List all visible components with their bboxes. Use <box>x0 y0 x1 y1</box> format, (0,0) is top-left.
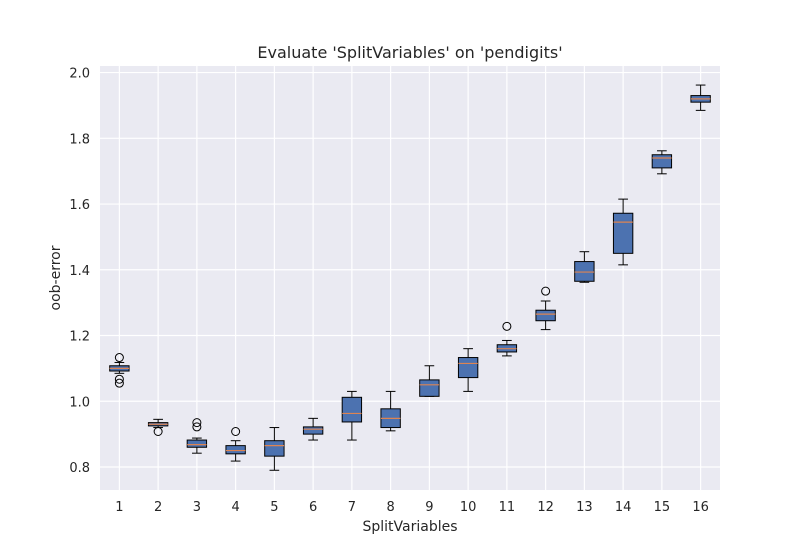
flier-2-0 <box>153 426 163 436</box>
x-tick-label-2: 2 <box>154 500 162 515</box>
grid-lines <box>100 66 720 490</box>
box-8 <box>380 390 401 432</box>
x-tick-label-11: 11 <box>499 500 516 515</box>
x-tick-label-5: 5 <box>270 500 278 515</box>
y-tick-label-3: 1.4 <box>69 264 90 279</box>
flier-3-0 <box>192 418 202 428</box>
y-tick-label-2: 1.2 <box>69 330 90 345</box>
box-body-10 <box>457 357 479 379</box>
flier-11-0 <box>502 321 512 331</box>
y-tick-label-4: 1.6 <box>69 198 90 213</box>
box-14 <box>612 198 634 266</box>
x-tick-label-8: 8 <box>386 500 394 515</box>
x-tick-labels: 1 2 3 4 5 6 7 8 9 10 11 12 13 14 15 16 <box>115 500 709 515</box>
box-2 <box>147 418 169 436</box>
x-tick-label-4: 4 <box>231 500 239 515</box>
box-body-14 <box>612 212 634 254</box>
box-body-5 <box>264 440 285 457</box>
box-9 <box>419 365 440 397</box>
box-body-12 <box>535 309 556 322</box>
flier-1-0 <box>114 353 124 363</box>
x-tick-label-15: 15 <box>654 500 671 515</box>
box-body-13 <box>574 261 595 282</box>
flier-1-2 <box>114 378 124 388</box>
box-11 <box>496 321 518 357</box>
box-body-15 <box>651 154 673 169</box>
box-3 <box>186 418 208 454</box>
box-13 <box>574 251 595 283</box>
x-tick-label-12: 12 <box>537 500 554 515</box>
box-15 <box>651 150 673 175</box>
box-body-6 <box>302 426 324 435</box>
box-10 <box>457 348 479 392</box>
box-7 <box>341 390 363 441</box>
box-4 <box>225 426 246 462</box>
y-tick-labels: 0.8 1.0 1.2 1.4 1.6 1.8 2.0 <box>69 67 90 476</box>
box-12 <box>535 286 556 331</box>
x-tick-label-10: 10 <box>460 500 477 515</box>
box-body-4 <box>225 445 246 455</box>
y-axis-label: oob-error <box>48 245 64 310</box>
flier-1-1 <box>114 374 124 384</box>
x-tick-label-3: 3 <box>193 500 201 515</box>
x-tick-label-13: 13 <box>576 500 593 515</box>
flier-12-0 <box>541 286 551 296</box>
x-tick-label-7: 7 <box>348 500 356 515</box>
x-axis-label: SplitVariables <box>362 519 457 535</box>
flier-3-1 <box>192 422 202 432</box>
box-body-9 <box>419 379 440 397</box>
x-tick-label-9: 9 <box>425 500 433 515</box>
box-5 <box>264 427 285 471</box>
y-tick-label-5: 1.8 <box>69 132 90 147</box>
flier-4-0 <box>231 426 241 436</box>
box-1 <box>109 353 130 388</box>
box-6 <box>302 417 324 441</box>
chart-title: Evaluate 'SplitVariables' on 'pendigits' <box>257 43 562 62</box>
x-tick-label-14: 14 <box>615 500 632 515</box>
box-body-7 <box>341 396 363 423</box>
y-tick-label-0: 0.8 <box>69 461 90 476</box>
x-tick-label-1: 1 <box>115 500 123 515</box>
x-tick-label-6: 6 <box>309 500 317 515</box>
box-body-3 <box>186 439 208 448</box>
y-tick-label-6: 2.0 <box>69 67 90 82</box>
box-16 <box>690 84 711 111</box>
plot-area <box>100 66 720 490</box>
y-tick-label-1: 1.0 <box>69 395 90 410</box>
boxes <box>109 84 711 471</box>
x-tick-label-16: 16 <box>692 500 709 515</box>
